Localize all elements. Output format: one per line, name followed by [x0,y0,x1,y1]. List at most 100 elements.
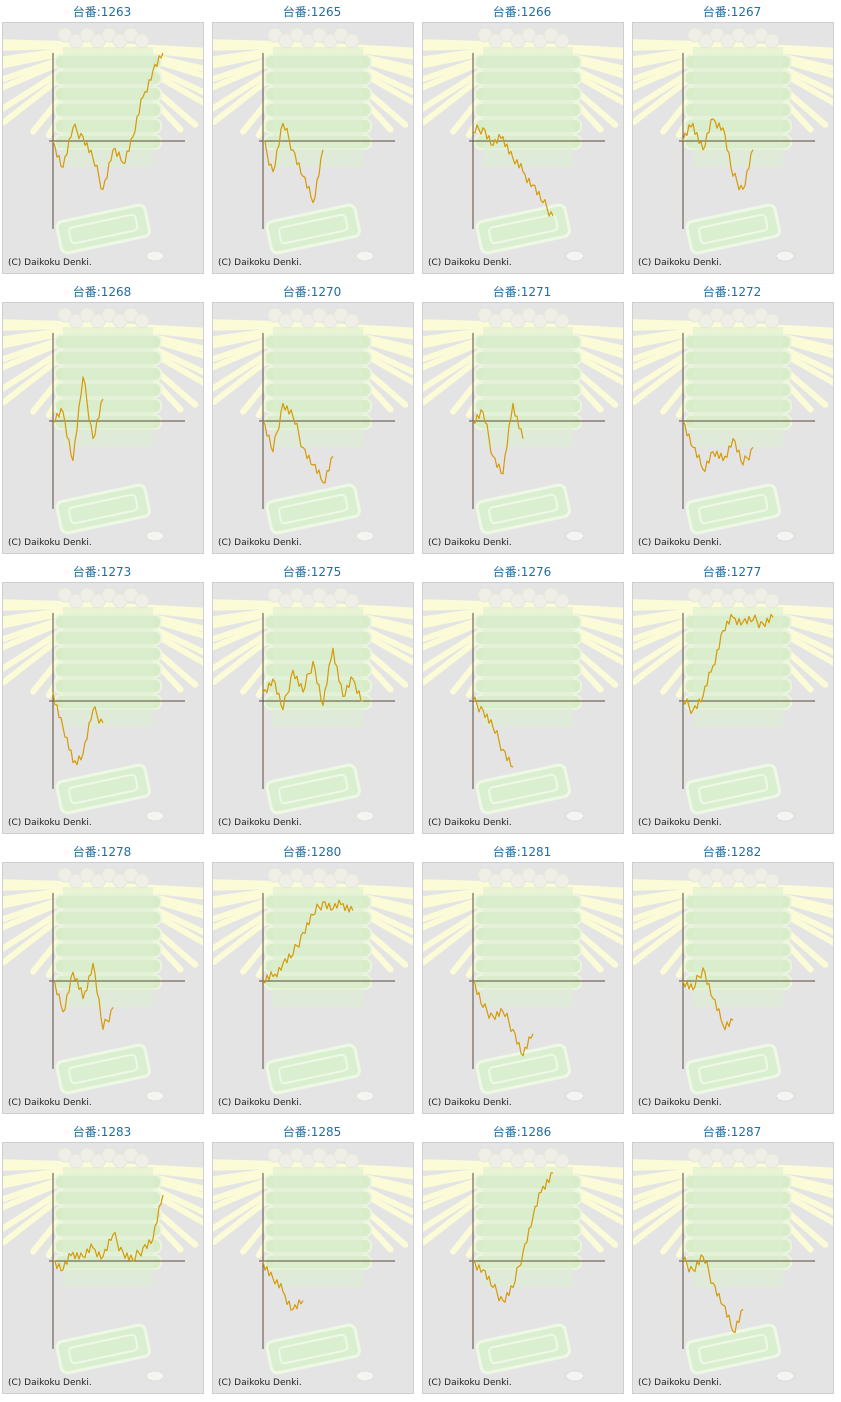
machine-number-title: 台番:1280 [210,843,414,861]
machine-number-link[interactable]: 台番:1285 [282,1125,342,1139]
machine-number-link[interactable]: 台番:1267 [702,5,762,19]
series-line [682,1254,744,1334]
machine-number-link[interactable]: 台番:1268 [72,285,132,299]
background-illustration [423,1147,623,1382]
machine-number-link[interactable]: 台番:1266 [492,5,552,19]
machine-number-title: 台番:1273 [0,563,204,581]
background-illustration [633,867,833,1102]
series-line [472,696,514,768]
series-line [682,118,754,191]
background-illustration [633,1147,833,1382]
machine-chart-card: 台番:1282 (C) Daikoku Denki. [630,840,834,1116]
copyright-credit: (C) Daikoku Denki. [218,818,302,828]
machine-number-link[interactable]: 台番:1283 [72,1125,132,1139]
machine-number-link[interactable]: 台番:1270 [282,285,342,299]
copyright-credit: (C) Daikoku Denki. [8,818,92,828]
copyright-credit: (C) Daikoku Denki. [638,1098,722,1108]
graph-panel[interactable]: (C) Daikoku Denki. [422,22,624,274]
machine-number-link[interactable]: 台番:1280 [282,845,342,859]
copyright-credit: (C) Daikoku Denki. [638,538,722,548]
series-line [262,647,364,711]
background-illustration [423,307,623,542]
slump-graph-svg [3,1147,203,1382]
background-illustration [3,867,203,1102]
slump-graph-svg [213,867,413,1102]
graph-panel[interactable]: (C) Daikoku Denki. [212,302,414,554]
copyright-credit: (C) Daikoku Denki. [8,1378,92,1388]
machine-number-title: 台番:1268 [0,283,204,301]
slump-graph-svg [423,27,623,262]
graph-panel[interactable]: (C) Daikoku Denki. [2,582,204,834]
background-illustration [3,27,203,262]
graph-panel[interactable]: (C) Daikoku Denki. [212,582,414,834]
machine-number-link[interactable]: 台番:1281 [492,845,552,859]
machine-number-link[interactable]: 台番:1276 [492,565,552,579]
copyright-credit: (C) Daikoku Denki. [8,1098,92,1108]
machine-number-link[interactable]: 台番:1287 [702,1125,762,1139]
machine-chart-card: 台番:1278 (C) Daikoku Denki. [0,840,204,1116]
graph-panel[interactable]: (C) Daikoku Denki. [632,302,834,554]
machine-chart-card: 台番:1275 (C) Daikoku Denki. [210,560,414,836]
graph-panel[interactable]: (C) Daikoku Denki. [212,22,414,274]
machine-number-link[interactable]: 台番:1282 [702,845,762,859]
series-line [262,1260,304,1311]
machine-chart-card: 台番:1283 (C) Daikoku Denki. [0,1120,204,1396]
graph-panel[interactable]: (C) Daikoku Denki. [632,1142,834,1394]
machine-number-link[interactable]: 台番:1277 [702,565,762,579]
copyright-credit: (C) Daikoku Denki. [218,1098,302,1108]
series-line [52,692,104,766]
slump-graph-svg [633,587,833,822]
copyright-credit: (C) Daikoku Denki. [428,1378,512,1388]
graph-panel[interactable]: (C) Daikoku Denki. [632,862,834,1114]
graph-panel[interactable]: (C) Daikoku Denki. [2,302,204,554]
background-illustration [423,27,623,262]
machine-number-link[interactable]: 台番:1286 [492,1125,552,1139]
series-line [682,967,734,1031]
background-illustration [3,587,203,822]
graph-panel[interactable]: (C) Daikoku Denki. [212,1142,414,1394]
machine-number-link[interactable]: 台番:1265 [282,5,342,19]
machine-chart-card: 台番:1268 (C) Daikoku Denki. [0,280,204,556]
slump-graph-svg [213,587,413,822]
machine-chart-card: 台番:1277 (C) Daikoku Denki. [630,560,834,836]
slump-graph-svg [3,27,203,262]
graph-panel[interactable]: (C) Daikoku Denki. [422,862,624,1114]
graph-panel[interactable]: (C) Daikoku Denki. [212,862,414,1114]
machine-number-title: 台番:1286 [420,1123,624,1141]
machine-number-link[interactable]: 台番:1273 [72,565,132,579]
series-line [472,124,554,217]
background-illustration [633,587,833,822]
slump-graph-svg [423,587,623,822]
series-line [472,980,534,1057]
machine-number-link[interactable]: 台番:1278 [72,845,132,859]
slump-graph-svg [633,27,833,262]
graph-panel[interactable]: (C) Daikoku Denki. [632,582,834,834]
machine-number-link[interactable]: 台番:1263 [72,5,132,19]
machine-chart-card: 台番:1272 (C) Daikoku Denki. [630,280,834,556]
graph-panel[interactable]: (C) Daikoku Denki. [632,22,834,274]
machine-number-link[interactable]: 台番:1272 [702,285,762,299]
machine-number-title: 台番:1272 [630,283,834,301]
copyright-credit: (C) Daikoku Denki. [428,818,512,828]
machine-number-title: 台番:1266 [420,3,624,21]
background-illustration [3,1147,203,1382]
graph-panel[interactable]: (C) Daikoku Denki. [422,302,624,554]
slump-graph-svg [3,307,203,542]
graph-panel[interactable]: (C) Daikoku Denki. [2,862,204,1114]
machine-number-title: 台番:1270 [210,283,414,301]
graph-panel[interactable]: (C) Daikoku Denki. [422,582,624,834]
machine-number-title: 台番:1282 [630,843,834,861]
machine-chart-card: 台番:1280 (C) Daikoku Denki. [210,840,414,1116]
machine-number-link[interactable]: 台番:1275 [282,565,342,579]
copyright-credit: (C) Daikoku Denki. [218,1378,302,1388]
machine-chart-card: 台番:1273 (C) Daikoku Denki. [0,560,204,836]
copyright-credit: (C) Daikoku Denki. [8,258,92,268]
slump-graph-svg [423,1147,623,1382]
machine-chart-card: 台番:1265 (C) Daikoku Denki. [210,0,414,276]
graph-panel[interactable]: (C) Daikoku Denki. [422,1142,624,1394]
background-illustration [3,307,203,542]
graph-panel[interactable]: (C) Daikoku Denki. [2,1142,204,1394]
graph-panel[interactable]: (C) Daikoku Denki. [2,22,204,274]
machine-number-link[interactable]: 台番:1271 [492,285,552,299]
